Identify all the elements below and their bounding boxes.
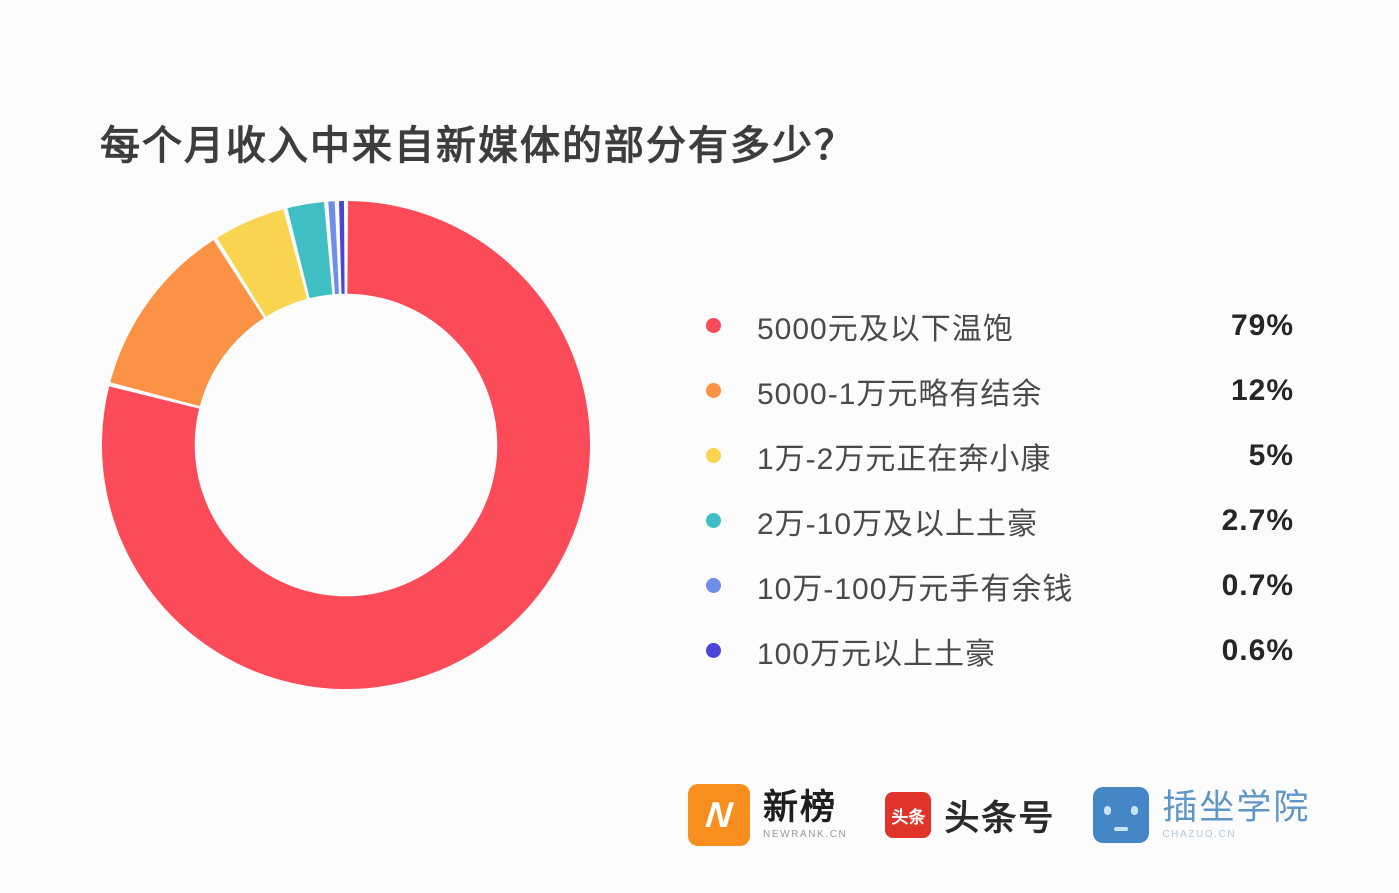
legend-label: 2万-10万及以上土豪 <box>757 507 1039 541</box>
chazuo-name: 插坐学院 <box>1162 787 1311 827</box>
newrank-bolt-icon: N <box>703 794 735 835</box>
legend-value: 79% <box>1230 308 1294 342</box>
newrank-badge-icon: N <box>688 784 750 846</box>
legend-label: 5000元及以下温饱 <box>757 312 1014 346</box>
legend-item: 2万-10万及以上土豪 2.7% <box>706 488 1294 553</box>
donut-chart-svg <box>102 201 590 689</box>
legend-value: 5% <box>1248 438 1294 472</box>
legend-item: 100万元以上土豪 0.6% <box>706 618 1294 683</box>
legend-dot-icon <box>706 318 721 333</box>
legend-dot-icon <box>706 643 721 658</box>
footer-logos: N 新榜 NEWRANK.CN 头条 头条号 插坐学院 CHAZUO.CN <box>688 780 1310 850</box>
legend-dot-icon <box>706 448 721 463</box>
legend-value: 0.6% <box>1221 633 1294 667</box>
legend-dot-icon <box>706 578 721 593</box>
donut-slice-2 <box>217 209 309 318</box>
chazuo-face-eye-icon <box>1104 806 1112 815</box>
legend-label: 1万-2万元正在奔小康 <box>757 442 1052 476</box>
legend-item: 1万-2万元正在奔小康 5% <box>706 423 1294 488</box>
logo-newrank: N 新榜 NEWRANK.CN <box>688 784 847 846</box>
chazuo-face-mouth-icon <box>1114 827 1129 831</box>
chart-legend: 5000元及以下温饱 79% 5000-1万元略有结余 12% 1万-2万元正在奔小康 5… <box>706 293 1294 683</box>
donut-slice-0 <box>102 201 590 689</box>
legend-item: 5000-1万元略有结余 12% <box>706 358 1294 423</box>
legend-value: 0.7% <box>1221 568 1294 602</box>
newrank-subtext: NEWRANK.CN <box>763 829 848 841</box>
page-title: 每个月收入中来自新媒体的部分有多少？ <box>100 123 856 168</box>
logo-chazuo: 插坐学院 CHAZUO.CN <box>1093 787 1310 843</box>
chazuo-face-eye-icon <box>1131 806 1139 815</box>
toutiao-name: 头条号 <box>944 798 1056 838</box>
legend-label: 10万-100万元手有余钱 <box>757 572 1074 606</box>
chazuo-badge-icon <box>1093 787 1150 843</box>
legend-dot-icon <box>706 513 721 528</box>
legend-value: 2.7% <box>1221 503 1294 537</box>
legend-dot-icon <box>706 383 721 398</box>
legend-label: 100万元以上土豪 <box>757 637 997 671</box>
newrank-name: 新榜 <box>763 787 838 827</box>
donut-slice-3 <box>287 201 334 299</box>
legend-value: 12% <box>1230 373 1294 407</box>
legend-item: 5000元及以下温饱 79% <box>706 293 1294 358</box>
donut-slice-1 <box>110 240 265 408</box>
toutiao-badge-icon: 头条 <box>885 792 932 838</box>
chazuo-subtext: CHAZUO.CN <box>1162 829 1237 841</box>
legend-label: 5000-1万元略有结余 <box>757 377 1043 411</box>
logo-toutiao: 头条 头条号 <box>885 790 1055 841</box>
legend-item: 10万-100万元手有余钱 0.7% <box>706 553 1294 618</box>
donut-chart <box>102 201 590 689</box>
